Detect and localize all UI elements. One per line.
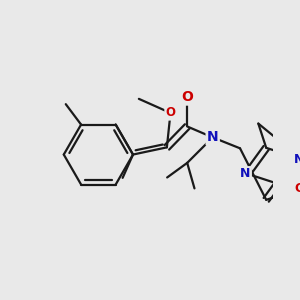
Text: O: O bbox=[166, 106, 176, 119]
Text: O: O bbox=[181, 90, 193, 104]
Text: N: N bbox=[293, 153, 300, 166]
Text: N: N bbox=[207, 130, 218, 144]
Text: N: N bbox=[240, 167, 251, 180]
Text: O: O bbox=[294, 182, 300, 195]
